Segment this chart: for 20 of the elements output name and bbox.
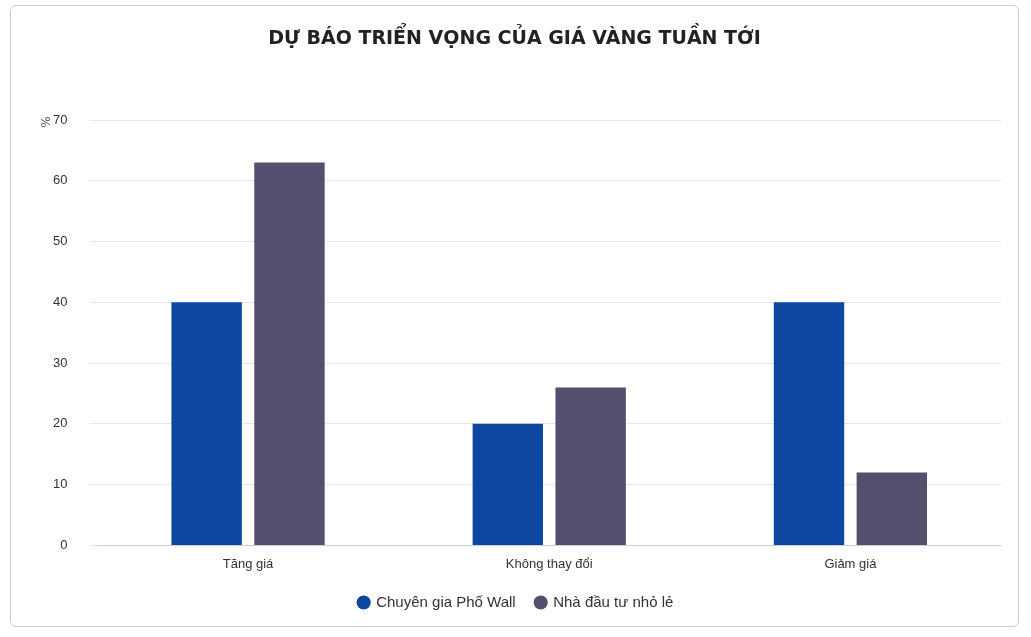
y-tick-label: 0 — [60, 536, 68, 552]
legend-label: Chuyên gia Phố Wall — [376, 592, 516, 610]
bar — [254, 162, 325, 545]
y-tick-label: 20 — [52, 415, 68, 431]
bar — [171, 302, 242, 545]
x-tick-label: Giảm giá — [824, 555, 878, 571]
y-tick-label: 70 — [52, 111, 68, 127]
y-tick-label: 40 — [52, 293, 68, 309]
y-axis-title: % — [39, 116, 54, 128]
x-tick-label: Tăng giá — [222, 555, 275, 571]
y-tick-label: 10 — [52, 476, 68, 492]
x-tick-label: Không thay đổi — [505, 555, 593, 571]
y-tick-label: 30 — [52, 354, 68, 370]
bar — [555, 387, 626, 545]
y-tick-label: 60 — [52, 172, 68, 188]
bar — [472, 423, 544, 545]
bar — [773, 302, 845, 545]
bar — [856, 472, 928, 545]
legend-label: Nhà đầu tư nhỏ lẻ — [553, 592, 674, 610]
y-tick-label: 50 — [52, 233, 68, 249]
